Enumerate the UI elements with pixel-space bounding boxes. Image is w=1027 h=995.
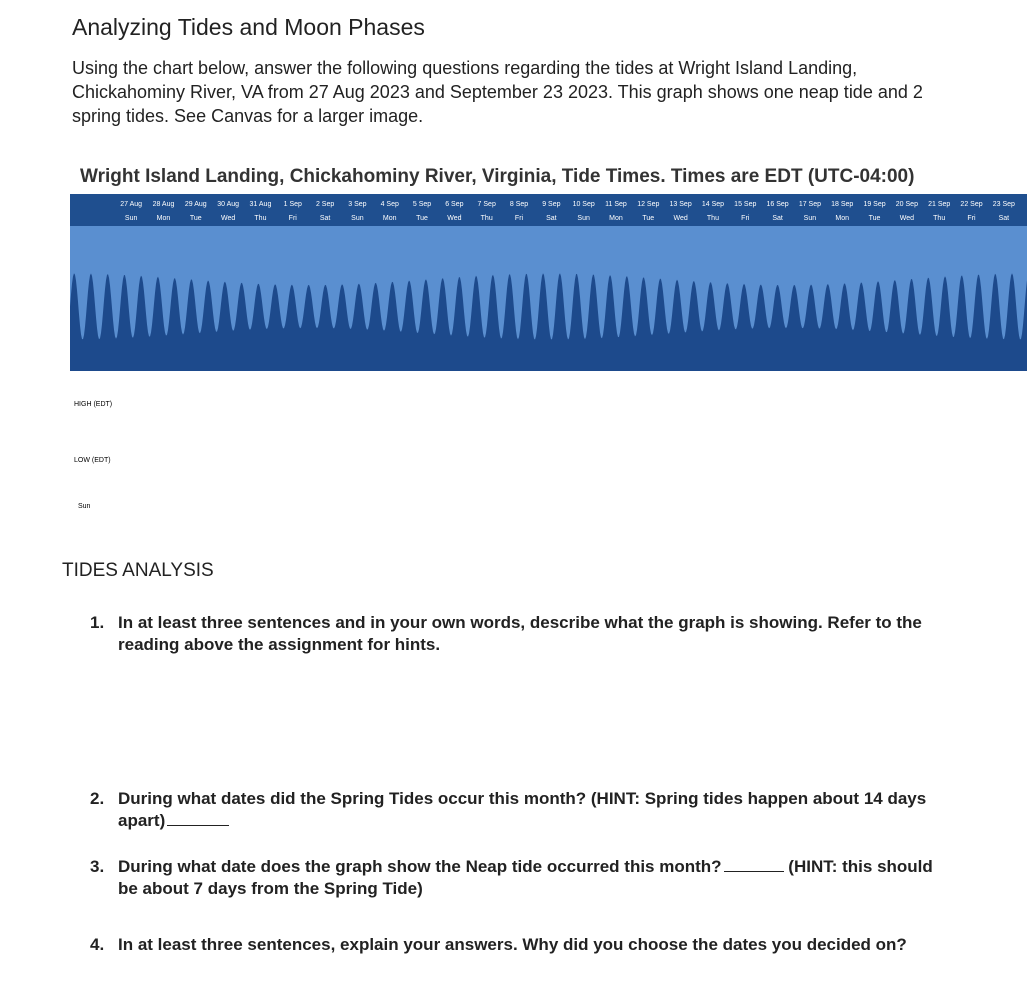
tide-wave xyxy=(70,273,1027,371)
date-label: 16 Sep xyxy=(766,201,788,208)
row-label: LOW (EDT) xyxy=(74,457,111,464)
weekday-label: Tue xyxy=(642,215,654,222)
weekday-label: Sun xyxy=(351,215,364,222)
weekday-label: Fri xyxy=(741,215,750,222)
weekday-label: Fri xyxy=(967,215,976,222)
tide-image: Wright Island Landing, Chickahominy Rive… xyxy=(70,150,1027,530)
date-label: 22 Sep xyxy=(960,201,982,208)
weekday-label: Wed xyxy=(673,215,687,222)
q-number: 4. xyxy=(90,935,105,954)
date-label: 27 Aug xyxy=(120,201,142,208)
date-label: 7 Sep xyxy=(478,201,496,208)
date-label: 10 Sep xyxy=(573,201,595,208)
weekday-label: Thu xyxy=(481,215,493,222)
q-number: 2. xyxy=(90,789,105,808)
date-label: 20 Sep xyxy=(896,201,918,208)
q-number: 3. xyxy=(90,857,105,876)
date-label: 23 Sep xyxy=(993,201,1015,208)
question: In at least three sentences and in your … xyxy=(118,613,922,654)
weekday-label: Fri xyxy=(515,215,524,222)
weekday-label: Mon xyxy=(835,215,849,222)
date-label: 21 Sep xyxy=(928,201,950,208)
weekday-label: Thu xyxy=(933,215,945,222)
weekday-label: Tue xyxy=(869,215,881,222)
date-label: 2 Sep xyxy=(316,201,334,208)
weekday-label: Wed xyxy=(447,215,461,222)
weekday-label: Mon xyxy=(609,215,623,222)
weekday-label: Wed xyxy=(221,215,235,222)
weekday-label: Fri xyxy=(289,215,298,222)
weekday-label: Wed xyxy=(900,215,914,222)
date-label: 8 Sep xyxy=(510,201,528,208)
date-label: 30 Aug xyxy=(217,201,239,208)
weekday-label: Tue xyxy=(416,215,428,222)
tide-title: Wright Island Landing, Chickahominy Rive… xyxy=(80,166,914,187)
weekday-label: Sat xyxy=(320,215,331,222)
question: In at least three sentences, explain you… xyxy=(118,935,907,954)
row-label: HIGH (EDT) xyxy=(74,401,112,408)
intro: Using the chart below, answer the follow… xyxy=(72,58,923,126)
question: During what date does the graph show the… xyxy=(118,857,722,876)
date-label: 14 Sep xyxy=(702,201,724,208)
weekday-label: Sat xyxy=(999,215,1010,222)
weekday-label: Sun xyxy=(577,215,590,222)
date-label: 18 Sep xyxy=(831,201,853,208)
date-label: 3 Sep xyxy=(348,201,366,208)
question: During what dates did the Spring Tides o… xyxy=(118,789,927,830)
weekday-label: Thu xyxy=(707,215,719,222)
q-number: 1. xyxy=(90,613,105,632)
row-label: Sun xyxy=(78,503,91,510)
weekday-label: Sat xyxy=(546,215,557,222)
page-title: Analyzing Tides and Moon Phases xyxy=(72,14,425,40)
date-label: 6 Sep xyxy=(445,201,463,208)
date-label: 1 Sep xyxy=(284,201,302,208)
weekday-label: Sun xyxy=(125,215,138,222)
weekday-label: Thu xyxy=(254,215,266,222)
section-title: TIDES ANALYSIS xyxy=(62,560,214,581)
date-label: 17 Sep xyxy=(799,201,821,208)
date-label: 19 Sep xyxy=(863,201,885,208)
hint: (HINT: this should be about 7 days from … xyxy=(118,857,933,898)
weekday-label: Tue xyxy=(190,215,202,222)
date-label: 12 Sep xyxy=(637,201,659,208)
date-label: 9 Sep xyxy=(542,201,560,208)
date-label: 11 Sep xyxy=(605,201,627,208)
weekday-label: Sun xyxy=(804,215,817,222)
weekday-label: Mon xyxy=(157,215,171,222)
date-label: 29 Aug xyxy=(185,201,207,208)
weekday-label: Sat xyxy=(772,215,783,222)
date-label: 15 Sep xyxy=(734,201,756,208)
date-label: 31 Aug xyxy=(250,201,272,208)
date-label: 4 Sep xyxy=(381,201,399,208)
date-label: 5 Sep xyxy=(413,201,431,208)
weekday-label: Mon xyxy=(383,215,397,222)
date-label: 13 Sep xyxy=(670,201,692,208)
date-label: 28 Aug xyxy=(153,201,175,208)
